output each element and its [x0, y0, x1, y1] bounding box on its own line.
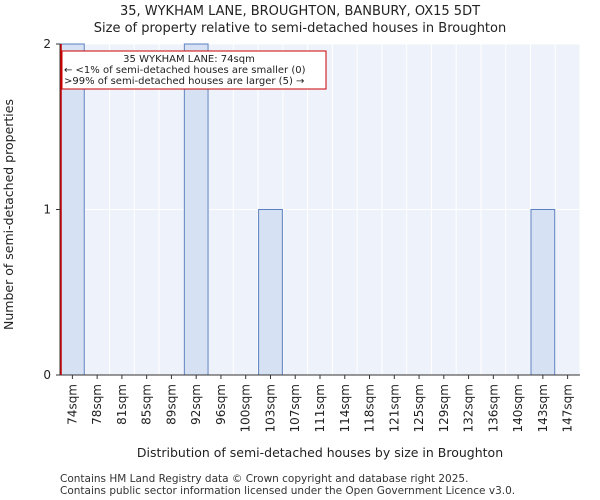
- x-tick-label: 89sqm: [164, 384, 178, 425]
- x-tick-label: 121sqm: [387, 384, 401, 432]
- x-tick-label: 111sqm: [313, 384, 327, 432]
- x-tick-label: 132sqm: [462, 384, 476, 432]
- x-tick-label: 129sqm: [437, 384, 451, 432]
- x-tick-label: 147sqm: [561, 384, 575, 432]
- bar: [183, 43, 209, 376]
- x-tick-label: 96sqm: [214, 384, 228, 425]
- bar: [530, 209, 556, 376]
- x-tick-label: 114sqm: [338, 384, 352, 432]
- annotation-box: [61, 50, 327, 90]
- bar: [258, 209, 283, 376]
- y-tick-label: 0: [43, 368, 51, 382]
- x-tick-label: 140sqm: [511, 384, 525, 432]
- bar: [60, 43, 85, 376]
- x-tick-label: 74sqm: [65, 384, 79, 425]
- annotation-title: 35 WYKHAM LANE: 74sqm: [123, 54, 255, 65]
- y-tick-label: 1: [43, 203, 51, 217]
- x-tick-label: 100sqm: [239, 384, 253, 432]
- x-tick-label: 81sqm: [115, 384, 129, 425]
- chart-title: 35, WYKHAM LANE, BROUGHTON, BANBURY, OX1…: [119, 4, 481, 19]
- y-tick-label: 2: [43, 37, 51, 51]
- annotation-smaller: ← <1% of semi-detached houses are smalle…: [64, 65, 306, 76]
- annotation-larger: >99% of semi-detached houses are larger …: [64, 76, 304, 87]
- x-tick-label: 85sqm: [140, 384, 154, 425]
- footer-copyright: Contains HM Land Registry data © Crown c…: [60, 473, 469, 485]
- chart-subtitle: Size of property relative to semi-detach…: [93, 21, 507, 36]
- x-tick-label: 143sqm: [536, 384, 550, 432]
- x-axis-label: Distribution of semi-detached houses by …: [137, 445, 503, 460]
- x-tick-label: 136sqm: [486, 384, 500, 432]
- x-tick-label: 92sqm: [189, 384, 203, 425]
- x-tick-label: 78sqm: [90, 384, 104, 425]
- x-tick-label: 107sqm: [288, 384, 302, 432]
- y-axis-label: Number of semi-detached properties: [1, 99, 16, 330]
- x-tick-label: 118sqm: [363, 384, 377, 432]
- x-tick-label: 103sqm: [263, 384, 277, 432]
- x-tick-label: 125sqm: [412, 384, 426, 432]
- footer-licence: Contains public sector information licen…: [60, 485, 516, 497]
